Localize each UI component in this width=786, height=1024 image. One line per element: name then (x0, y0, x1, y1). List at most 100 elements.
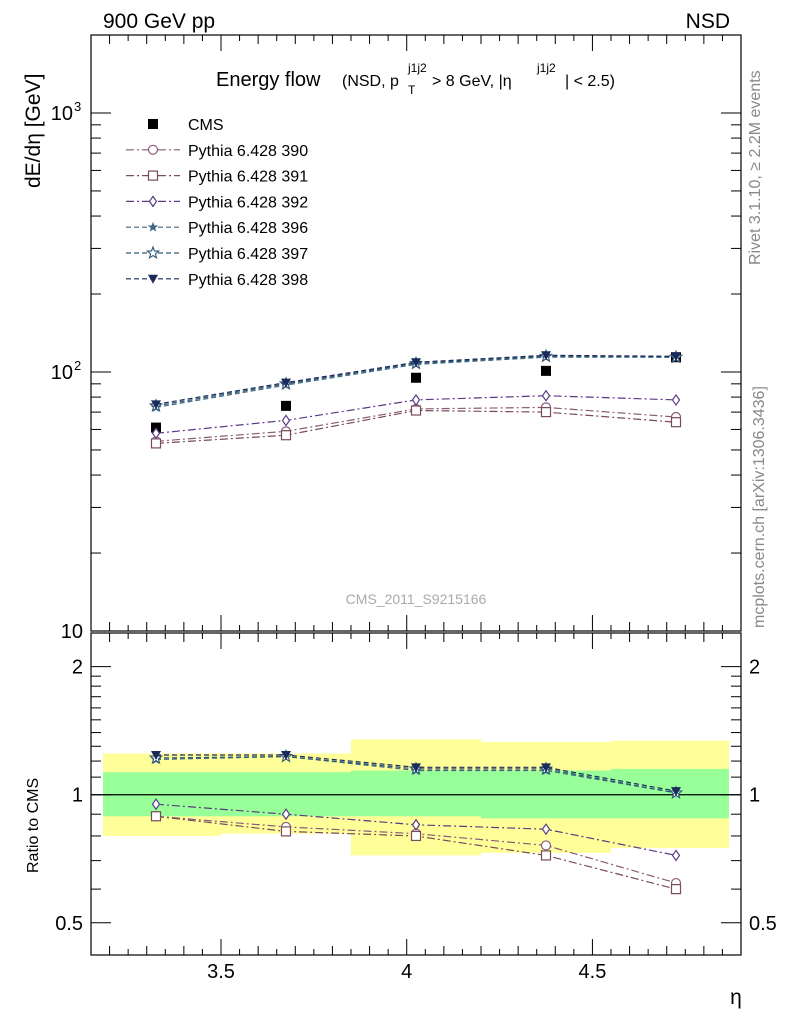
data-point (541, 351, 551, 361)
legend-entry-pythia-6-428-391: Pythia 6.428 391 (126, 169, 308, 186)
ratio-point (670, 884, 682, 895)
legend-label: CMS (188, 117, 224, 134)
ratio-point (280, 826, 292, 837)
ratio-point (540, 840, 552, 851)
legend-marker (147, 221, 159, 232)
legend-marker (147, 170, 159, 181)
legend-label: Pythia 6.428 396 (188, 220, 308, 237)
data-point (151, 400, 161, 410)
legend-entry-pythia-6-428-397: Pythia 6.428 397 (126, 245, 308, 263)
title-mid: > 8 GeV, |η (432, 73, 512, 90)
series-pythia-6-428-392 (151, 389, 681, 440)
legend-entry-cms: CMS (148, 117, 224, 134)
ratio-series-pythia-6-428-398 (151, 750, 681, 797)
title-close: | < 2.5) (565, 73, 615, 90)
series-line (155, 355, 677, 407)
ratio-point (541, 823, 551, 836)
legend-label: Pythia 6.428 392 (188, 194, 308, 211)
legend-label: Pythia 6.428 391 (188, 169, 308, 186)
ratio-y-tick-label: 2 (72, 657, 83, 679)
data-point (541, 389, 551, 402)
legend-marker (148, 195, 158, 208)
series-pythia-6-428-398 (151, 351, 681, 410)
legend-marker (147, 144, 159, 155)
title-pt-superscript: j1j2 (407, 61, 427, 75)
legend-entry-pythia-6-428-390: Pythia 6.428 390 (126, 143, 308, 160)
rivet-label: Rivet 3.1.10, ≥ 2.2M events (747, 70, 764, 265)
ratio-point (411, 818, 421, 831)
ratio-y-tick-label-right: 1 (749, 785, 760, 807)
ratio-y-tick-label: 0.5 (55, 913, 83, 935)
data-point (280, 430, 292, 441)
ratio-point (671, 787, 681, 797)
ratio-ylabel: Ratio to CMS (25, 778, 42, 873)
y-tick-label: 10 (51, 103, 73, 125)
x-tick-label: 3.5 (207, 961, 235, 983)
data-point (540, 407, 552, 418)
ratio-point (151, 750, 161, 760)
ratio-uncertainty-bands (103, 739, 729, 856)
ratio-panel-series (148, 748, 684, 895)
chart-title: Energy flow (216, 69, 321, 91)
ratio-point (281, 750, 291, 760)
ratio-y-tick-label-right: 0.5 (749, 913, 777, 935)
main-ylabel: dE/dη [GeV] (22, 74, 45, 188)
data-point (410, 405, 422, 416)
legend-label: Pythia 6.428 397 (188, 246, 308, 263)
data-point (541, 365, 551, 376)
data-point (411, 372, 421, 383)
title-eta-superscript: j1j2 (536, 61, 556, 75)
ratio-y-tick-label: 1 (72, 785, 83, 807)
data-point (411, 393, 421, 406)
data-point (281, 400, 291, 411)
ratio-point (150, 811, 162, 822)
y-tick-label: 10 (61, 621, 83, 643)
x-tick-label: 4.5 (579, 961, 607, 983)
data-point (671, 393, 681, 406)
ratio-panel-frame (90, 632, 742, 956)
legend-entry-pythia-6-428-396: Pythia 6.428 396 (126, 220, 308, 237)
ratio-point (410, 830, 422, 842)
green-band (351, 770, 481, 817)
chart-title-suffix: (NSD, p (342, 73, 399, 90)
ratio-point (281, 808, 291, 821)
legend-label: Pythia 6.428 398 (188, 272, 308, 289)
y-tick-label: 10 (51, 362, 73, 384)
title-pt-subscript: T (408, 83, 416, 97)
data-point (670, 417, 682, 428)
legend-entry-pythia-6-428-392: Pythia 6.428 392 (126, 194, 308, 211)
main-panel-frame (90, 34, 742, 632)
data-point (411, 358, 421, 368)
ratio-panel-axes: 0.5 0.5 1 1 2 2 3.5 4 4.5 (55, 633, 777, 983)
series-pythia-6-428-391 (150, 405, 682, 449)
data-point (281, 378, 291, 388)
header-left: 900 GeV pp (103, 10, 215, 33)
data-point (151, 427, 161, 440)
legend-label: Pythia 6.428 390 (188, 143, 308, 160)
x-tick-label: 4 (401, 961, 412, 983)
header-right: NSD (686, 10, 730, 33)
ratio-series-pythia-6-428-391 (150, 811, 682, 895)
green-band (611, 768, 729, 819)
data-point (281, 414, 291, 427)
legend-marker (148, 119, 158, 129)
y-tick-exponent: 3 (74, 99, 81, 114)
data-point (671, 352, 681, 362)
legend-entry-pythia-6-428-398: Pythia 6.428 398 (126, 272, 308, 289)
legend: CMS Pythia 6.428 390 Pythia 6.428 391 Pythi… (126, 117, 308, 289)
ratio-point (540, 850, 552, 861)
ratio-y-tick-label-right: 2 (749, 657, 760, 679)
mcplots-label: mcplots.cern.ch [arXiv:1306.3436] (751, 386, 768, 628)
legend-marker (145, 245, 161, 260)
ratio-point (541, 763, 551, 773)
main-panel-series (148, 348, 684, 449)
x-axis-label: η (730, 986, 742, 1009)
analysis-watermark: CMS_2011_S9215166 (346, 591, 487, 607)
ratio-point (151, 798, 161, 811)
ratio-point (671, 849, 681, 862)
series-line (155, 354, 677, 405)
ratio-point (411, 763, 421, 773)
y-tick-exponent: 2 (74, 358, 81, 373)
